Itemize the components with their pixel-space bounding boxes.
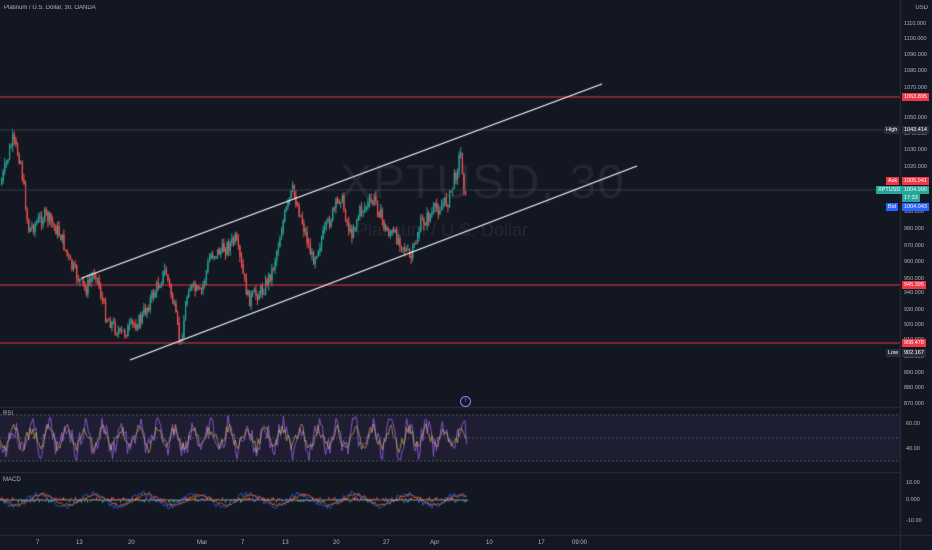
watermark-ticker: XPTUSD, 30 (340, 156, 625, 209)
countdown-tag: 17:33 (902, 194, 920, 202)
last-label: XPTUSD (876, 186, 903, 194)
price-tick-label: 1050.000 (904, 115, 927, 121)
price-tick-label: 990.000 (904, 209, 924, 215)
time-axis-label: 10 (486, 540, 493, 546)
time-axis-label: 09:00 (572, 540, 588, 546)
price-tick-label: 1070.000 (904, 85, 927, 91)
support1-price-tag: 945.395 (902, 281, 926, 289)
bid-label: Bid (886, 203, 898, 211)
ask-price-tag: 1005.941 (902, 177, 929, 185)
time-axis-label: Mar (197, 540, 208, 546)
rsi-tick-60: 60.00 (906, 421, 920, 427)
time-axis-label: Apr (430, 540, 440, 546)
symbol-title[interactable]: Platinum / U.S. Dollar, 30, OANDA (4, 5, 96, 11)
price-tick-label: 1100.000 (904, 36, 927, 42)
high-label: High (884, 126, 900, 134)
low-label: Low (886, 349, 901, 357)
resistance-price-tag: 1063.895 (902, 93, 929, 101)
price-tick-label: 930.000 (904, 307, 924, 313)
macd-tick-10: 10.00 (906, 480, 920, 486)
price-tick-label: 950.000 (904, 276, 924, 282)
macd-pane-label[interactable]: MACD (3, 477, 21, 483)
price-tick-label: 940.000 (904, 290, 924, 296)
currency-label: USD (915, 5, 928, 11)
macd-tick-0: 0.000 (906, 497, 920, 503)
rsi-tick-40: 40.00 (906, 446, 920, 452)
time-axis-label: 13 (282, 540, 289, 546)
price-tick-label: 1110.000 (904, 21, 927, 27)
price-tick-label: 1030.000 (904, 147, 927, 153)
price-tick-label: 890.000 (904, 370, 924, 376)
time-axis-label: 27 (383, 540, 390, 546)
price-tick-label: 1080.000 (904, 68, 927, 74)
time-axis-label: 7 (241, 540, 245, 546)
price-tick-label: 920.000 (904, 322, 924, 328)
price-tick-label: 980.000 (904, 226, 924, 232)
time-axis-label: 13 (76, 540, 83, 546)
bid-price-tag: 1004.043 (902, 203, 929, 211)
high-price-tag: 1043.414 (902, 126, 929, 134)
watermark-name: Platinum / U.S. Dollar (356, 220, 529, 240)
rsi-pane-label[interactable]: RSI (3, 411, 14, 417)
ask-label: Ask (886, 177, 900, 185)
time-axis-label: 17 (538, 540, 545, 546)
price-tick-label: 1020.000 (904, 164, 927, 170)
time-axis-label: 7 (36, 540, 40, 546)
price-tick-label: 1040.000 (904, 131, 927, 137)
low-price-tag: 902.167 (902, 349, 926, 357)
price-tick-label: 970.000 (904, 243, 924, 249)
time-axis-label: 20 (333, 540, 340, 546)
price-tick-label: 880.000 (904, 385, 924, 391)
support2-price-tag: 908.478 (902, 339, 926, 347)
price-tick-label: 900.000 (904, 354, 924, 360)
time-axis-label: 20 (128, 540, 135, 546)
price-tick-label: 1090.000 (904, 52, 927, 58)
price-tick-label: 960.000 (904, 259, 924, 265)
alert-marker-icon[interactable]: f (460, 396, 471, 407)
last-price-tag: 1004.990 (902, 186, 929, 194)
price-tick-label: 870.000 (904, 401, 924, 407)
macd-tick-neg10: -10.00 (906, 518, 922, 524)
